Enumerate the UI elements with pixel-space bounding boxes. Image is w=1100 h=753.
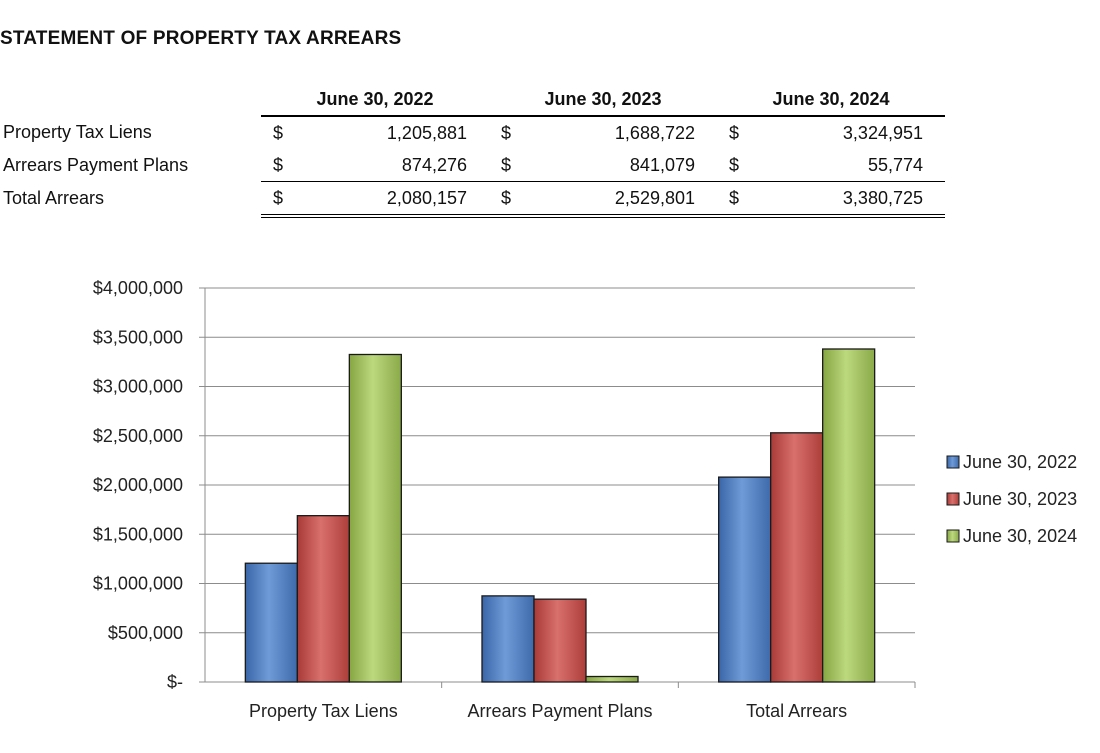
cell-value: 1,688,722	[614, 122, 695, 143]
bar	[296, 515, 350, 683]
table-header-row: June 30, 2022 June 30, 2023 June 30, 202…	[0, 84, 945, 117]
y-tick-label: $3,500,000	[93, 327, 183, 347]
y-tick-label: $1,000,000	[93, 574, 183, 594]
bar	[348, 353, 402, 683]
y-tick-label: $4,000,000	[93, 278, 183, 298]
legend-label: June 30, 2024	[963, 526, 1077, 546]
column-header-2024: June 30, 2024	[717, 84, 945, 117]
row-label: Property Tax Liens	[3, 122, 152, 142]
column-header-2023: June 30, 2023	[489, 84, 717, 117]
bar	[533, 598, 587, 683]
y-tick-label: $2,000,000	[93, 475, 183, 495]
cell-value: 2,529,801	[535, 181, 717, 218]
legend-label: June 30, 2023	[963, 489, 1077, 509]
x-category-label: Arrears Payment Plans	[467, 701, 652, 721]
currency-symbol: $	[501, 122, 512, 143]
cell-value: 55,774	[763, 149, 945, 182]
table-row-property-tax-liens: Property Tax Liens $ 1,205,881 $ 1,688,7…	[0, 116, 945, 149]
bar	[770, 432, 824, 683]
statement-title: STATEMENT OF PROPERTY TAX ARREARS	[0, 28, 402, 49]
cell-value: 1,205,881	[386, 122, 467, 143]
currency-symbol: $	[729, 122, 740, 143]
arrears-table: June 30, 2022 June 30, 2023 June 30, 202…	[0, 84, 945, 218]
y-tick-label: $-	[167, 672, 183, 692]
table-row-total-arrears: Total Arrears $ 2,080,157 $ 2,529,801 $ …	[0, 181, 945, 218]
cell-value: 3,380,725	[763, 181, 945, 218]
cell-value: 874,276	[307, 149, 489, 182]
bar	[822, 348, 876, 683]
legend-swatch	[946, 492, 960, 506]
header-spacer	[0, 84, 261, 116]
x-category-label: Property Tax Liens	[249, 701, 398, 721]
cell-value: 2,080,157	[307, 181, 489, 218]
bar	[585, 675, 639, 683]
legend-swatch	[946, 529, 960, 543]
row-label: Total Arrears	[3, 188, 105, 209]
currency-symbol: $	[489, 181, 535, 218]
bar	[244, 562, 298, 683]
y-tick-label: $500,000	[108, 623, 183, 643]
currency-symbol: $	[717, 181, 763, 218]
y-tick-label: $2,500,000	[93, 426, 183, 446]
currency-symbol: $	[489, 149, 535, 182]
currency-symbol: $	[717, 149, 763, 182]
legend-swatch	[946, 455, 960, 469]
currency-symbol: $	[261, 181, 307, 218]
bar	[481, 595, 535, 683]
row-label: Arrears Payment Plans	[3, 154, 189, 175]
legend-label: June 30, 2022	[963, 452, 1077, 472]
y-tick-label: $1,500,000	[93, 524, 183, 544]
y-tick-label: $3,000,000	[93, 377, 183, 397]
column-header-2022: June 30, 2022	[261, 84, 489, 117]
table-row-arrears-payment-plans: Arrears Payment Plans $ 874,276 $ 841,07…	[0, 149, 945, 182]
x-category-label: Total Arrears	[746, 701, 847, 721]
arrears-bar-chart: $- $500,000 $1,000,000 $1,500,000 $2,000,000…	[93, 278, 1077, 721]
bar	[718, 476, 772, 683]
cell-value: 3,324,951	[842, 122, 923, 143]
currency-symbol: $	[261, 149, 307, 182]
currency-symbol: $	[273, 122, 284, 143]
cell-value: 841,079	[535, 149, 717, 182]
